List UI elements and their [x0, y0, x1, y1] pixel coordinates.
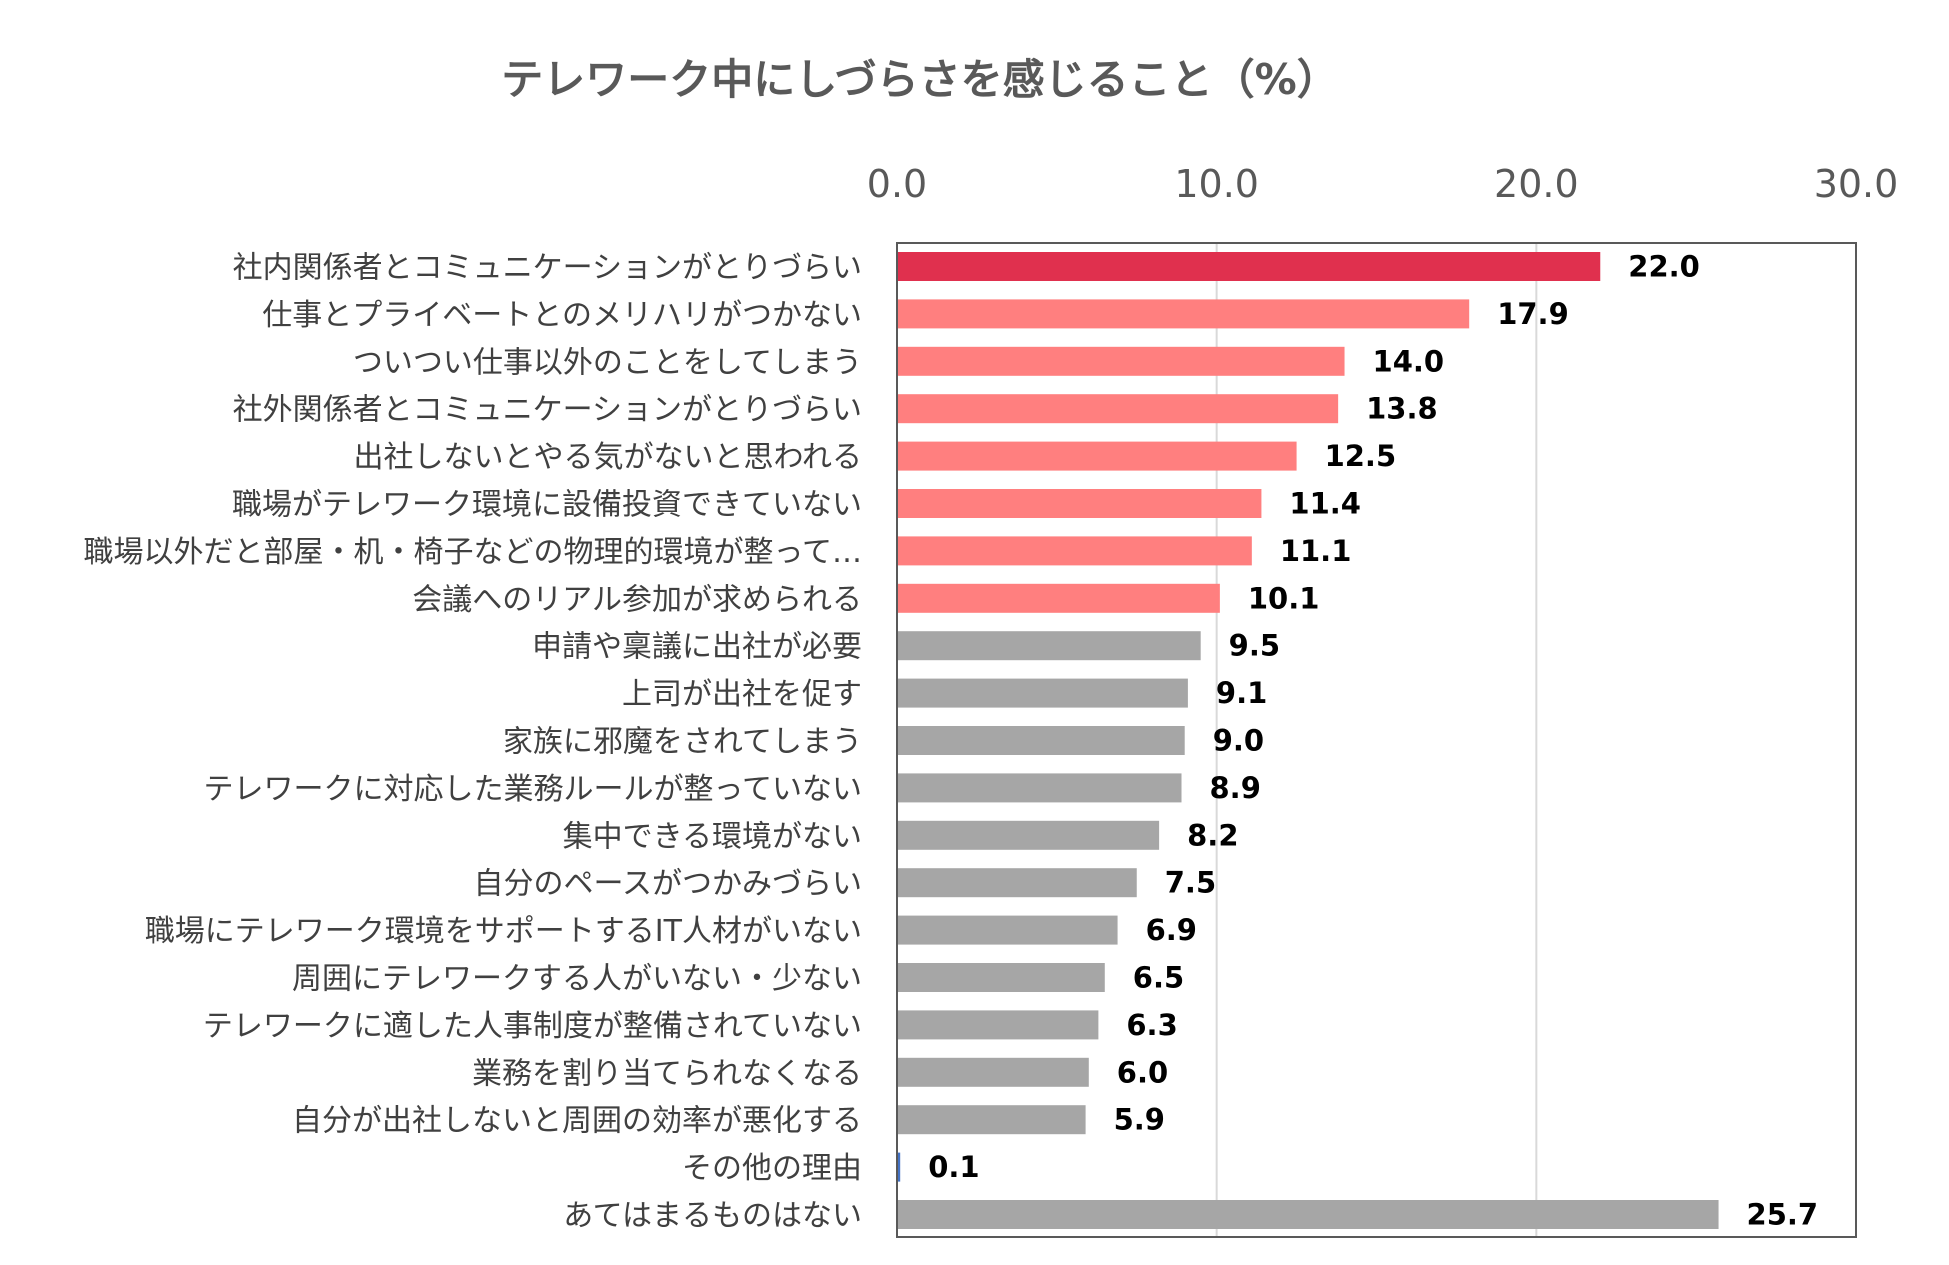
bar-layer: [897, 252, 1719, 1229]
category-label: 申請や稟議に出社が必要: [532, 630, 862, 665]
bar: [897, 868, 1137, 898]
bar: [897, 1105, 1086, 1135]
data-label: 9.0: [1213, 724, 1264, 758]
bar: [897, 773, 1182, 803]
bar: [897, 1200, 1719, 1229]
bar: [897, 1057, 1089, 1087]
category-label: 集中できる環境がない: [563, 819, 862, 854]
data-label: 25.7: [1747, 1198, 1819, 1232]
bar: [897, 726, 1185, 755]
data-label: 8.2: [1187, 818, 1238, 852]
category-label: あてはまるものはない: [563, 1199, 862, 1234]
data-label: 0.1: [928, 1150, 979, 1184]
bar: [897, 536, 1252, 566]
x-tick-label: 0.0: [867, 162, 927, 206]
category-label: 自分のペースがつかみづらい: [474, 867, 863, 902]
category-label: 職場がテレワーク環境に設備投資できていない: [232, 488, 862, 523]
category-label: 職場にテレワーク環境をサポートするIT人材がいない: [145, 914, 862, 949]
bar: [897, 820, 1160, 850]
category-label: テレワークに適した人事制度が整備されていない: [203, 1009, 862, 1044]
bar: [897, 963, 1105, 992]
bar: [897, 678, 1188, 708]
category-label: 出社しないとやる気がないと思われる: [354, 440, 863, 475]
category-label: 周囲にテレワークする人がいない・少ない: [292, 962, 862, 997]
bar: [897, 394, 1339, 424]
data-label: 6.9: [1146, 913, 1197, 947]
data-label: 13.8: [1366, 392, 1438, 426]
category-label: 業務を割り当てられなくなる: [472, 1056, 862, 1091]
bar: [897, 299, 1470, 329]
data-label: 6.0: [1117, 1055, 1168, 1089]
category-label: 自分が出社しないと周囲の効率が悪化する: [292, 1104, 862, 1139]
category-label: 家族に邪魔をされてしまう: [503, 725, 862, 760]
category-label: 社外関係者とコミュニケーションがとりづらい: [233, 393, 862, 428]
data-label: 6.5: [1133, 961, 1184, 995]
category-label: ついつい仕事以外のことをしてしまう: [353, 345, 862, 380]
data-label: 12.5: [1325, 439, 1397, 473]
category-label: テレワークに対応した業務ルールが整っていない: [204, 772, 863, 807]
category-label-layer: 社内関係者とコミュニケーションがとりづらい仕事とプライベートとのメリハリがつかな…: [84, 251, 863, 1234]
data-label: 9.5: [1229, 629, 1280, 663]
bar: [897, 252, 1601, 281]
data-label: 11.1: [1280, 534, 1352, 568]
plot-area-border: [896, 242, 1857, 1238]
data-label: 22.0: [1628, 250, 1700, 284]
category-label: 上司が出社を促す: [622, 677, 862, 712]
bar: [897, 1152, 901, 1182]
data-label: 6.3: [1126, 1008, 1177, 1042]
x-tick-label: 20.0: [1494, 162, 1579, 206]
data-label: 11.4: [1289, 487, 1361, 521]
data-label: 5.9: [1114, 1103, 1165, 1137]
data-label: 9.1: [1216, 676, 1267, 710]
category-label: その他の理由: [682, 1151, 862, 1186]
bar: [897, 583, 1220, 613]
bar: [897, 346, 1345, 376]
data-label: 17.9: [1497, 297, 1569, 331]
bar: [897, 489, 1262, 518]
data-label: 8.9: [1210, 771, 1261, 805]
category-label: 仕事とプライベートとのメリハリがつかない: [262, 298, 862, 333]
bar: [897, 631, 1201, 661]
category-label: 社内関係者とコミュニケーションがとりづらい: [233, 251, 862, 286]
x-tick-label: 30.0: [1814, 162, 1899, 206]
data-label: 7.5: [1165, 866, 1216, 900]
x-tick-label: 10.0: [1174, 162, 1259, 206]
tick-layer: 0.0 10.0 20.0 30.0: [867, 162, 1899, 206]
chart-title: テレワーク中にしづらさを感じること（%）: [501, 55, 1339, 104]
bar: [897, 915, 1118, 945]
value-label-layer: 22.0 17.9 14.0 13.8 12.5 11.4 11.1 10.1 9.5 9.1 9.…: [928, 250, 1818, 1232]
bar: [897, 1010, 1099, 1040]
category-label: 会議へのリアル参加が求められる: [412, 582, 862, 617]
data-label: 14.0: [1373, 344, 1445, 378]
bar: [897, 441, 1297, 471]
category-label: 職場以外だと部屋・机・椅子などの物理的環境が整って…: [84, 535, 863, 570]
data-label: 10.1: [1248, 581, 1320, 615]
